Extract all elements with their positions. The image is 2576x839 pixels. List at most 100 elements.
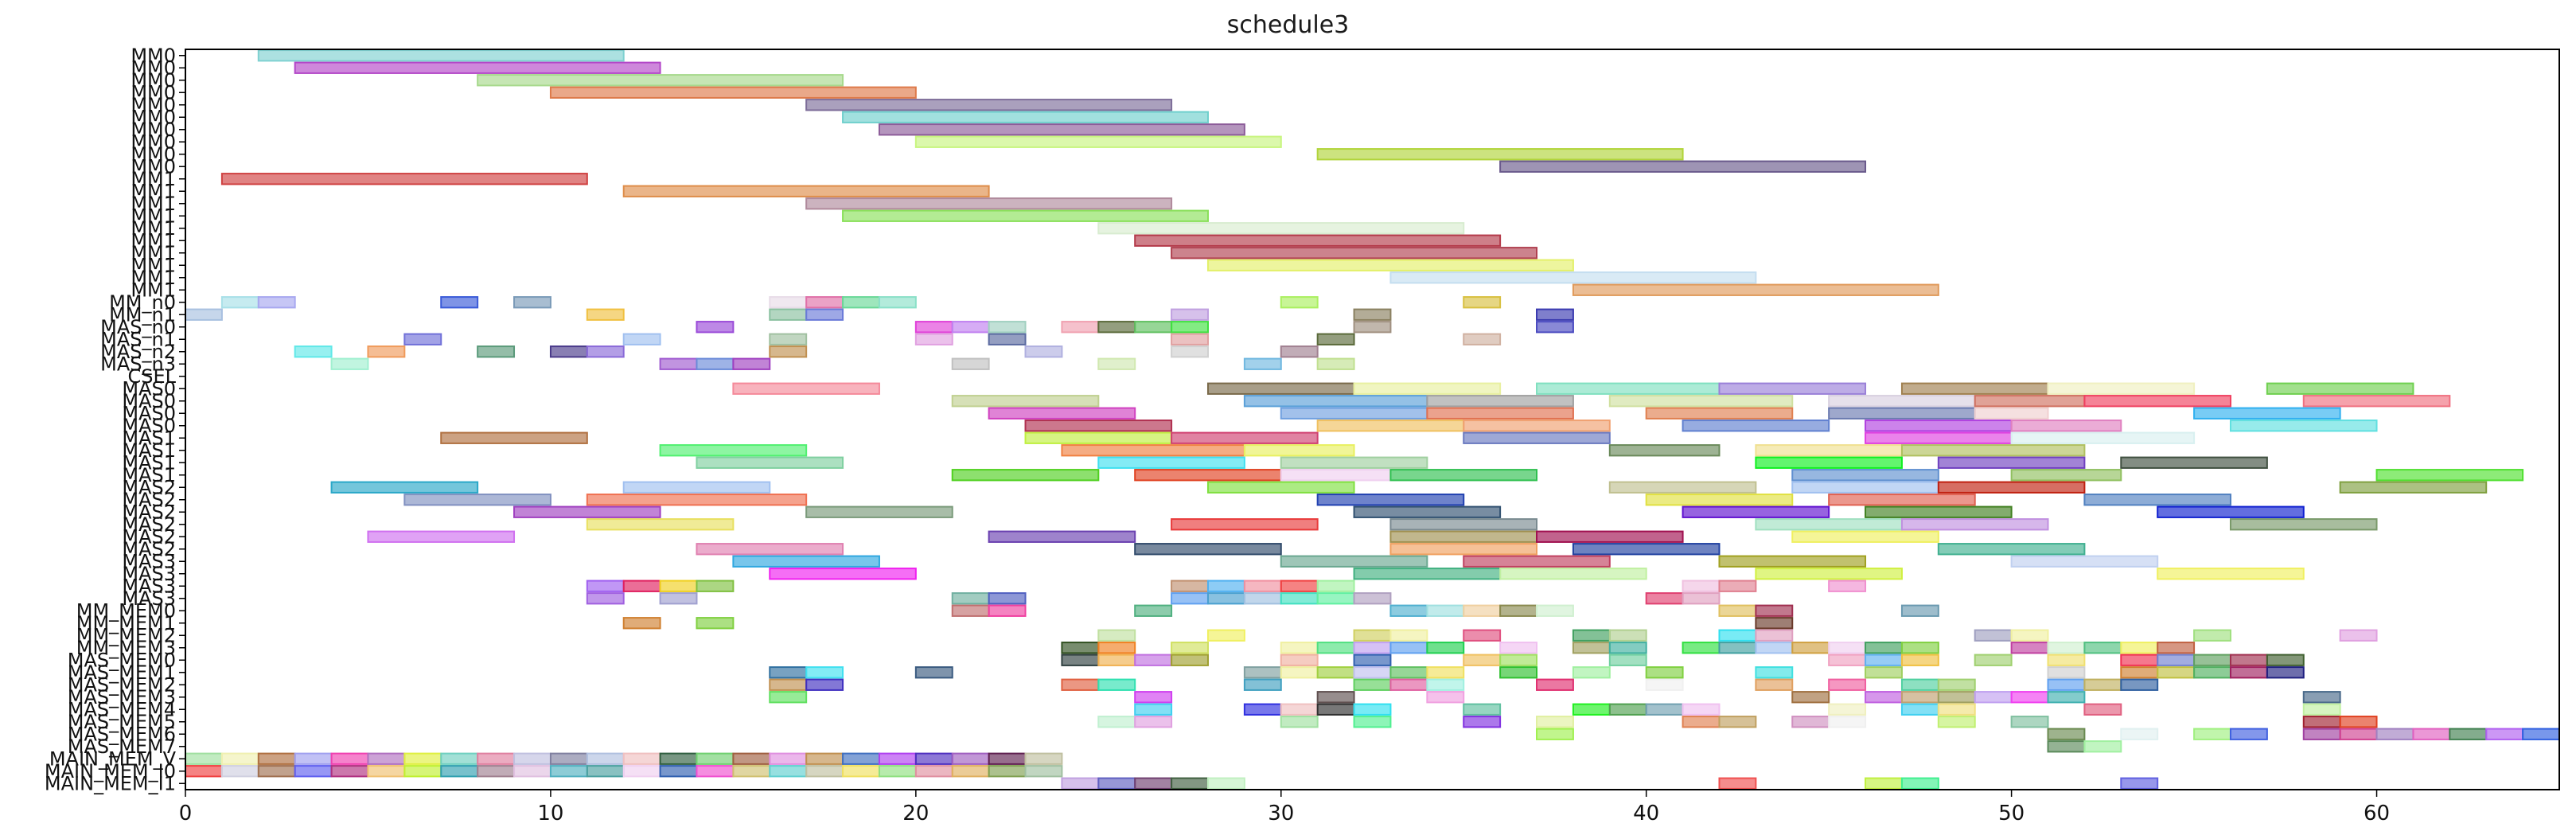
task-bar — [1463, 629, 1502, 642]
task-bar — [1024, 345, 1063, 358]
task-bar — [1280, 456, 1428, 469]
task-bar — [732, 752, 771, 765]
task-bar — [878, 123, 1245, 136]
task-bar — [2266, 666, 2305, 679]
task-bar — [403, 765, 442, 778]
task-bar — [2302, 691, 2341, 704]
task-bar — [805, 752, 844, 765]
task-bar — [2010, 629, 2049, 642]
y-tick-label: MAS0 — [122, 390, 176, 412]
y-tick-label: MM1 — [131, 242, 176, 264]
task-bar — [1463, 654, 1502, 666]
y-tick-label: MAS3 — [122, 575, 176, 597]
task-bar — [1682, 716, 1721, 728]
task-bar — [951, 752, 990, 765]
task-bar — [1171, 592, 1209, 605]
task-bar — [1134, 321, 1173, 334]
task-bar — [1645, 666, 1684, 679]
y-tick-label: MAS_MEM1 — [68, 661, 176, 684]
task-bar — [1206, 382, 1355, 395]
task-bar — [2157, 666, 2196, 679]
task-bar — [1316, 703, 1355, 716]
task-bar — [294, 752, 333, 765]
task-bar — [1280, 296, 1319, 309]
task-bar — [440, 765, 479, 778]
task-bar — [1097, 654, 1136, 666]
task-bar — [659, 357, 698, 370]
task-bar — [1682, 420, 1830, 432]
task-bar — [1608, 654, 1647, 666]
y-tick-label: MAS_MEM4 — [68, 698, 176, 720]
task-bar — [1900, 382, 2049, 395]
task-bar — [842, 111, 1209, 123]
task-bar — [1353, 505, 1502, 518]
plot-frame — [185, 49, 2560, 790]
task-bar — [1280, 666, 1319, 679]
task-bar — [1171, 579, 1209, 592]
task-bar — [2120, 777, 2159, 790]
task-bar — [1755, 604, 1794, 617]
task-bar — [914, 752, 953, 765]
y-tick-label: MAS_n1 — [100, 328, 176, 350]
task-bar — [1791, 716, 1830, 728]
task-bar — [1316, 420, 1465, 432]
task-bar — [842, 765, 880, 778]
task-bar — [2266, 382, 2414, 395]
task-bar — [878, 296, 917, 309]
y-tick-label: CSEL — [127, 365, 176, 388]
task-bar — [1316, 494, 1465, 506]
task-bar — [1755, 678, 1794, 691]
task-bar — [2120, 728, 2159, 740]
task-bar — [1024, 752, 1063, 765]
task-bar — [1353, 321, 1392, 334]
task-bar — [732, 765, 771, 778]
task-bar — [2010, 469, 2122, 482]
task-bar — [2302, 395, 2451, 408]
task-bar — [1536, 321, 1574, 334]
task-bar — [1134, 469, 1282, 482]
task-bar — [1645, 494, 1794, 506]
task-bar — [1134, 716, 1173, 728]
x-axis: 0 10 20 30 40 50 60 — [179, 790, 2390, 825]
task-bar — [1865, 654, 1903, 666]
task-bar — [2193, 666, 2231, 679]
task-bar — [1463, 296, 1502, 309]
task-bar — [1353, 703, 1392, 716]
y-tick-label: MAS_MEM6 — [68, 723, 176, 745]
task-bar — [1280, 469, 1392, 482]
task-bar — [1937, 678, 1976, 691]
task-bar — [696, 543, 844, 556]
task-bar — [1718, 629, 1757, 642]
task-bar — [477, 765, 516, 778]
task-bar — [1243, 666, 1282, 679]
task-bar — [769, 345, 808, 358]
task-bar — [586, 494, 808, 506]
task-bar — [1828, 407, 1976, 420]
task-bar — [586, 579, 625, 592]
task-bar — [367, 765, 406, 778]
task-bar — [1097, 321, 1136, 334]
task-bar — [732, 555, 880, 568]
task-bar — [914, 333, 953, 345]
task-bar — [1243, 444, 1355, 457]
task-bar — [477, 752, 516, 765]
task-bar — [1243, 395, 1428, 408]
task-bar — [696, 579, 735, 592]
task-bar — [769, 308, 808, 321]
task-bar — [1865, 642, 1903, 654]
task-bar — [842, 296, 880, 309]
y-tick-label: MAS3 — [122, 550, 176, 572]
task-bar — [1206, 629, 1245, 642]
task-bar — [1426, 395, 1574, 408]
task-bar — [1900, 703, 1939, 716]
task-bar — [988, 333, 1027, 345]
y-tick-label: MAS_n3 — [100, 353, 176, 375]
y-tick-label: MAS1 — [122, 451, 176, 474]
task-bar — [1865, 505, 2013, 518]
task-bar — [1134, 604, 1173, 617]
task-bar — [951, 765, 990, 778]
task-bar — [294, 345, 333, 358]
task-bar — [842, 209, 1209, 222]
task-bar — [2229, 728, 2268, 740]
task-bar — [1426, 678, 1465, 691]
